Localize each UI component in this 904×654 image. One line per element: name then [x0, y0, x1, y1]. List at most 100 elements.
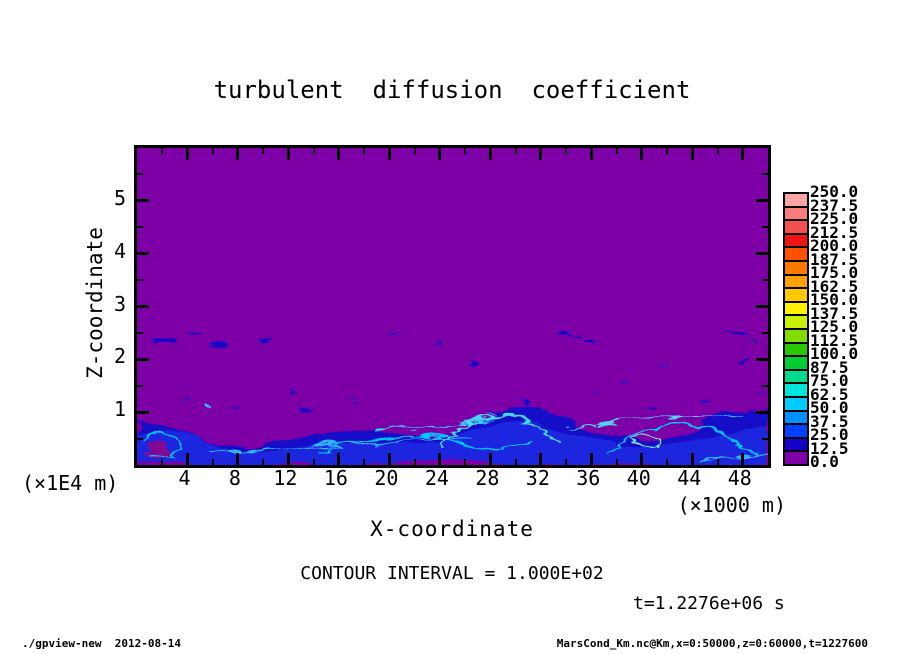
x-tick-mark: [387, 148, 391, 160]
x-axis-unit: (×1000 m): [677, 493, 786, 517]
x-tick-mark: [363, 459, 366, 465]
colorbar-cell: [785, 219, 807, 233]
x-tick-mark: [565, 148, 568, 154]
colorbar-cell: [785, 436, 807, 451]
colorbar-tick-label: 237.5: [810, 195, 859, 215]
colorbar-cell: [785, 368, 807, 383]
x-tick-mark: [312, 148, 315, 154]
x-tick-mark: [211, 148, 214, 154]
x-tick-label: 36: [576, 466, 601, 490]
z-tick-mark: [756, 357, 768, 361]
colorbar-cell: [785, 246, 807, 260]
z-tick-mark: [137, 305, 149, 308]
colorbar-tick-label: 37.5: [810, 411, 849, 431]
x-tick-mark: [286, 148, 290, 160]
colorbar-tick-label: 125.0: [810, 317, 859, 336]
x-tick-mark: [514, 459, 517, 465]
colorbar: [783, 192, 809, 466]
x-axis-label: X-coordinate: [370, 517, 534, 541]
x-tick-mark: [413, 459, 416, 465]
colorbar-tick-label: 87.5: [810, 357, 849, 377]
x-tick-mark: [539, 148, 543, 160]
z-tick-mark: [762, 437, 768, 440]
heatmap-field: [137, 148, 768, 465]
boundary-layer: [137, 406, 768, 465]
x-tick-mark: [387, 453, 391, 465]
x-tick-mark: [741, 148, 745, 160]
footer-source: MarsCond_Km.nc@Km,x=0:50000,z=0:60000,t=…: [556, 637, 868, 650]
colorbar-tick-label: 200.0: [810, 236, 859, 255]
colorbar-tick-label: 212.5: [810, 222, 859, 242]
x-tick-mark: [615, 148, 618, 154]
z-tick-mark: [762, 173, 768, 176]
colorbar-cell: [785, 355, 807, 369]
speckle-streaks: [149, 327, 760, 411]
x-tick-mark: [589, 453, 593, 465]
colorbar-tick-label: 100.0: [810, 344, 859, 363]
plot-title: turbulent diffusion coefficient: [213, 76, 691, 104]
z-axis-unit: (×1E4 m): [22, 471, 119, 495]
x-tick-mark: [741, 453, 745, 465]
x-tick-mark: [666, 459, 669, 465]
z-tick-mark: [137, 331, 143, 334]
colorbar-tick-label: 112.5: [810, 330, 859, 350]
z-tick-mark: [137, 279, 143, 282]
x-tick-mark: [666, 148, 669, 154]
z-tick-mark: [137, 252, 149, 256]
x-tick-mark: [589, 148, 593, 160]
x-tick-mark: [185, 148, 189, 160]
colorbar-tick-label: 0.0: [810, 452, 839, 471]
x-tick-mark: [337, 453, 341, 465]
x-tick-label: 48: [727, 466, 752, 490]
x-tick-mark: [539, 453, 543, 465]
x-tick-mark: [185, 453, 189, 465]
colorbar-tick-label: 187.5: [810, 249, 859, 269]
colorbar-cell: [785, 300, 807, 315]
z-tick-mark: [137, 384, 143, 387]
x-tick-mark: [236, 148, 240, 160]
x-tick-mark: [312, 459, 315, 465]
z-tick-mark: [762, 226, 768, 229]
footer-command: ./gpview-new 2012-08-14: [22, 637, 181, 650]
colorbar-cell: [785, 341, 807, 356]
x-tick-mark: [161, 459, 164, 465]
x-tick-label: 12: [273, 466, 298, 490]
colorbar-cell: [785, 287, 807, 301]
z-tick-mark: [137, 199, 149, 203]
x-tick-mark: [690, 453, 694, 465]
z-tick-mark: [756, 410, 768, 414]
z-tick-label: 3: [113, 291, 126, 316]
z-tick-mark: [762, 279, 768, 282]
colorbar-tick-label: 162.5: [810, 276, 859, 296]
colorbar-tick-label: 75.0: [810, 371, 849, 390]
x-tick-mark: [286, 453, 290, 465]
z-tick-mark: [137, 410, 149, 414]
x-tick-mark: [488, 148, 492, 160]
z-tick-mark: [756, 305, 768, 308]
colorbar-cell: [785, 409, 807, 424]
colorbar-cell: [785, 273, 807, 288]
z-tick-mark: [762, 331, 768, 334]
z-tick-mark: [137, 437, 143, 440]
x-tick-label: 44: [677, 466, 702, 490]
x-tick-mark: [337, 148, 341, 160]
colorbar-tick-label: 250.0: [810, 182, 859, 201]
heatmap-plot-area: [134, 145, 771, 468]
field-background: [137, 148, 768, 465]
x-tick-label: 20: [374, 466, 399, 490]
x-tick-label: 32: [525, 466, 550, 490]
colorbar-cell: [785, 395, 807, 410]
colorbar-tick-label: 50.0: [810, 398, 849, 417]
x-tick-mark: [211, 459, 214, 465]
x-tick-mark: [236, 453, 240, 465]
x-tick-mark: [413, 148, 416, 154]
colorbar-cell: [785, 423, 807, 437]
colorbar-tick-label: 150.0: [810, 290, 859, 309]
z-tick-mark: [137, 357, 149, 361]
colorbar-cell: [785, 232, 807, 247]
z-tick-label: 2: [113, 344, 126, 369]
x-tick-mark: [716, 148, 719, 154]
time-annotation: t=1.2276e+06 s: [633, 593, 785, 614]
x-tick-mark: [262, 148, 265, 154]
